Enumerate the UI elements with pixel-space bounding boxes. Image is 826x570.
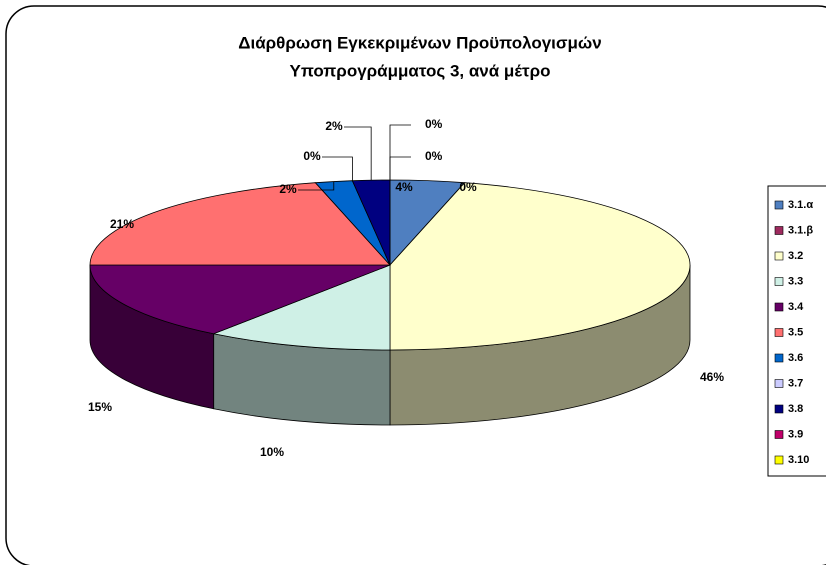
legend-label: 3.9 (788, 428, 803, 440)
data-label: 2% (325, 119, 343, 133)
legend-swatch (774, 430, 784, 439)
data-label: 10% (260, 445, 284, 459)
chart-title: Διάρθρωση Εγκεκριμένων Προϋπολογισμών (238, 33, 602, 52)
legend-label: 3.8 (788, 403, 803, 415)
legend-label: 3.3 (788, 275, 803, 287)
data-label: 0% (459, 180, 477, 194)
leader-line (298, 181, 335, 191)
legend-swatch (774, 226, 784, 235)
legend-label: 3.5 (788, 326, 803, 338)
legend-label: 3.7 (788, 377, 803, 389)
data-label: 0% (303, 149, 321, 163)
legend-label: 3.2 (788, 250, 803, 262)
legend-swatch (774, 200, 784, 210)
data-label: 15% (88, 400, 112, 414)
legend-label: 3.6 (788, 352, 803, 364)
legend-label: 3.1.β (788, 224, 813, 236)
slice (89, 182, 391, 266)
data-label: 0% (425, 149, 443, 163)
data-label: 2% (279, 182, 297, 196)
legend-swatch (774, 404, 784, 414)
legend-label: 3.10 (788, 454, 809, 466)
leader-line (389, 156, 411, 180)
legend-label: 3.4 (788, 301, 804, 313)
slice (89, 264, 391, 335)
data-label: 46% (700, 370, 724, 384)
data-label: 21% (110, 217, 134, 231)
slice (389, 182, 691, 351)
legend-swatch (774, 328, 784, 337)
legend-swatch (774, 455, 784, 465)
leader-line (322, 156, 353, 181)
data-label: 4% (395, 180, 413, 194)
legend-swatch (774, 302, 784, 312)
legend-label: 3.1.α (788, 199, 813, 211)
legend-swatch (774, 379, 784, 388)
leader-line (344, 126, 372, 181)
legend-swatch (774, 353, 784, 363)
slice (212, 264, 391, 351)
chart-title: Υποπρογράμματος 3, ανά μέτρο (290, 61, 551, 80)
legend-swatch (774, 277, 784, 286)
data-label: 0% (425, 117, 443, 131)
legend-swatch (774, 251, 784, 261)
